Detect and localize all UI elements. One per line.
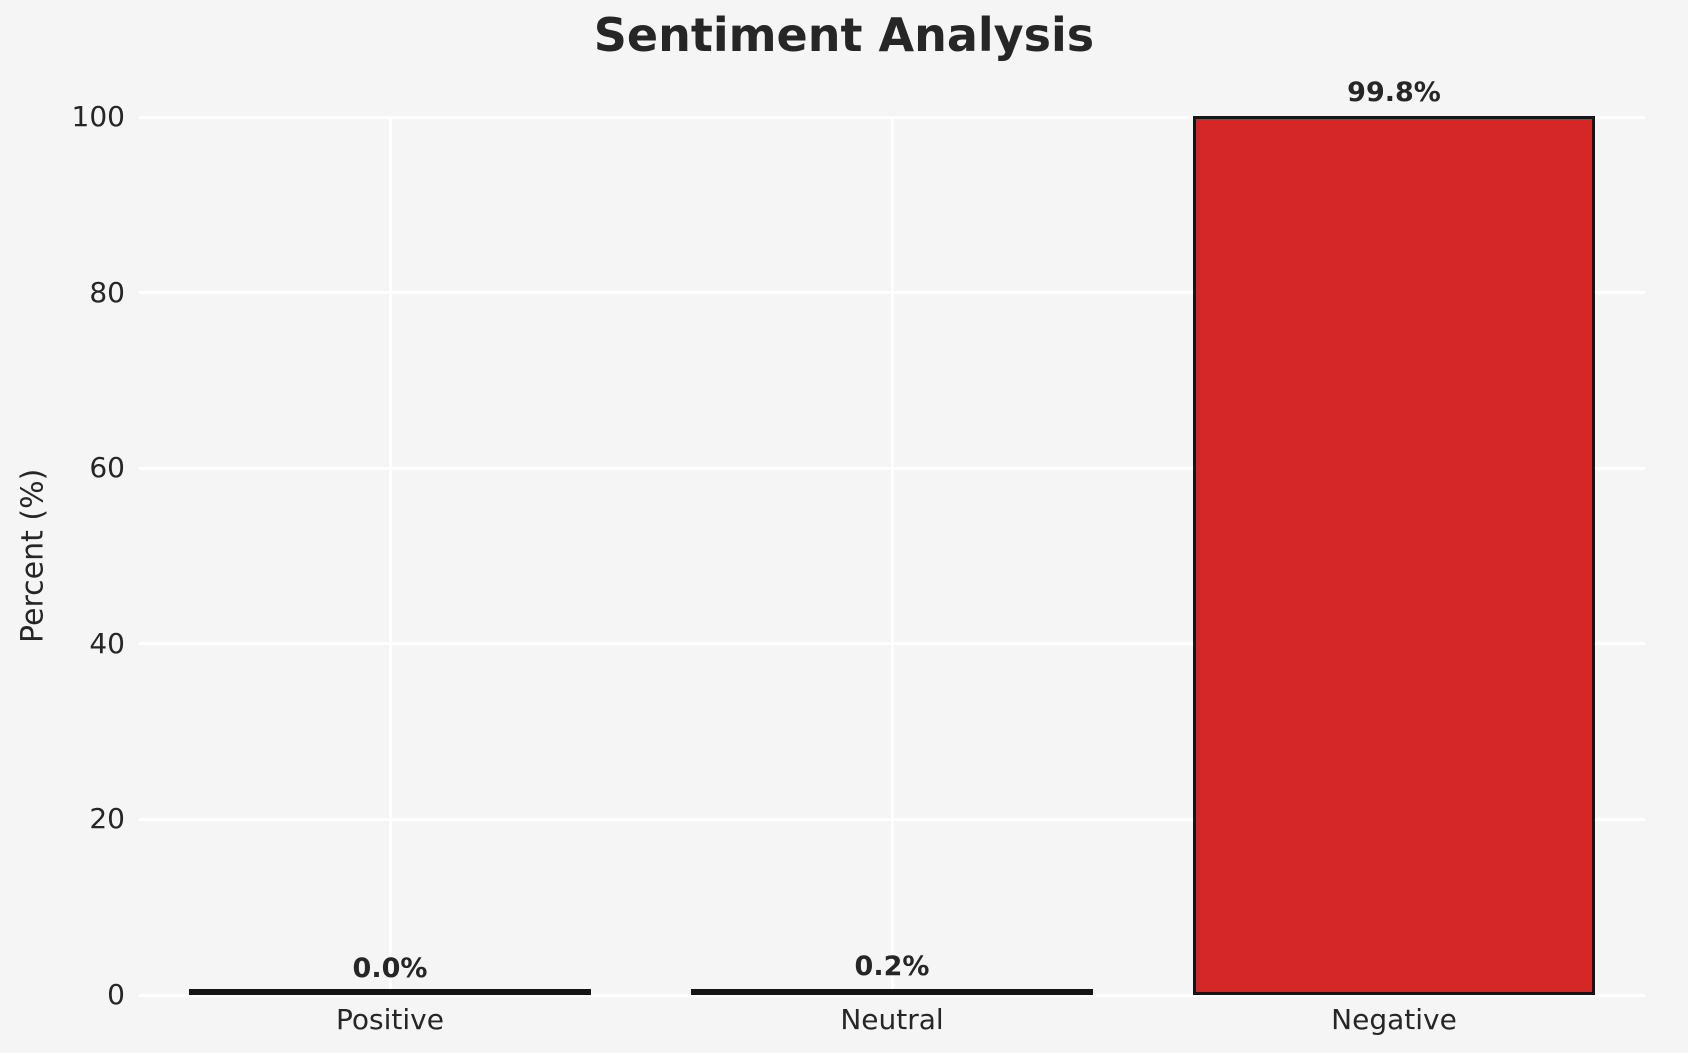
x-gridline <box>890 117 894 995</box>
bar-negative <box>1193 115 1595 995</box>
bar-neutral <box>691 989 1093 995</box>
x-tick-label: Positive <box>336 1003 444 1036</box>
bar-value-label: 0.2% <box>854 951 930 983</box>
bar-value-label: 99.8% <box>1347 76 1441 108</box>
bar-value-label: 0.0% <box>352 953 428 984</box>
y-tick-label: 40 <box>89 626 125 660</box>
x-tick-label: Negative <box>1331 1003 1457 1036</box>
plot-area <box>139 115 1645 997</box>
x-gridline <box>388 117 392 995</box>
chart-title: Sentiment Analysis <box>593 8 1095 62</box>
y-tick-label: 60 <box>89 451 125 485</box>
bar-positive <box>189 989 591 995</box>
y-tick-label: 100 <box>71 100 125 133</box>
y-tick-label: 80 <box>89 275 125 309</box>
y-tick-label: 20 <box>89 802 125 836</box>
y-axis-title: Percent (%) <box>15 468 51 644</box>
y-tick-label: 0 <box>107 978 125 1011</box>
y-gridline <box>139 993 1645 997</box>
x-tick-label: Neutral <box>840 1003 944 1036</box>
